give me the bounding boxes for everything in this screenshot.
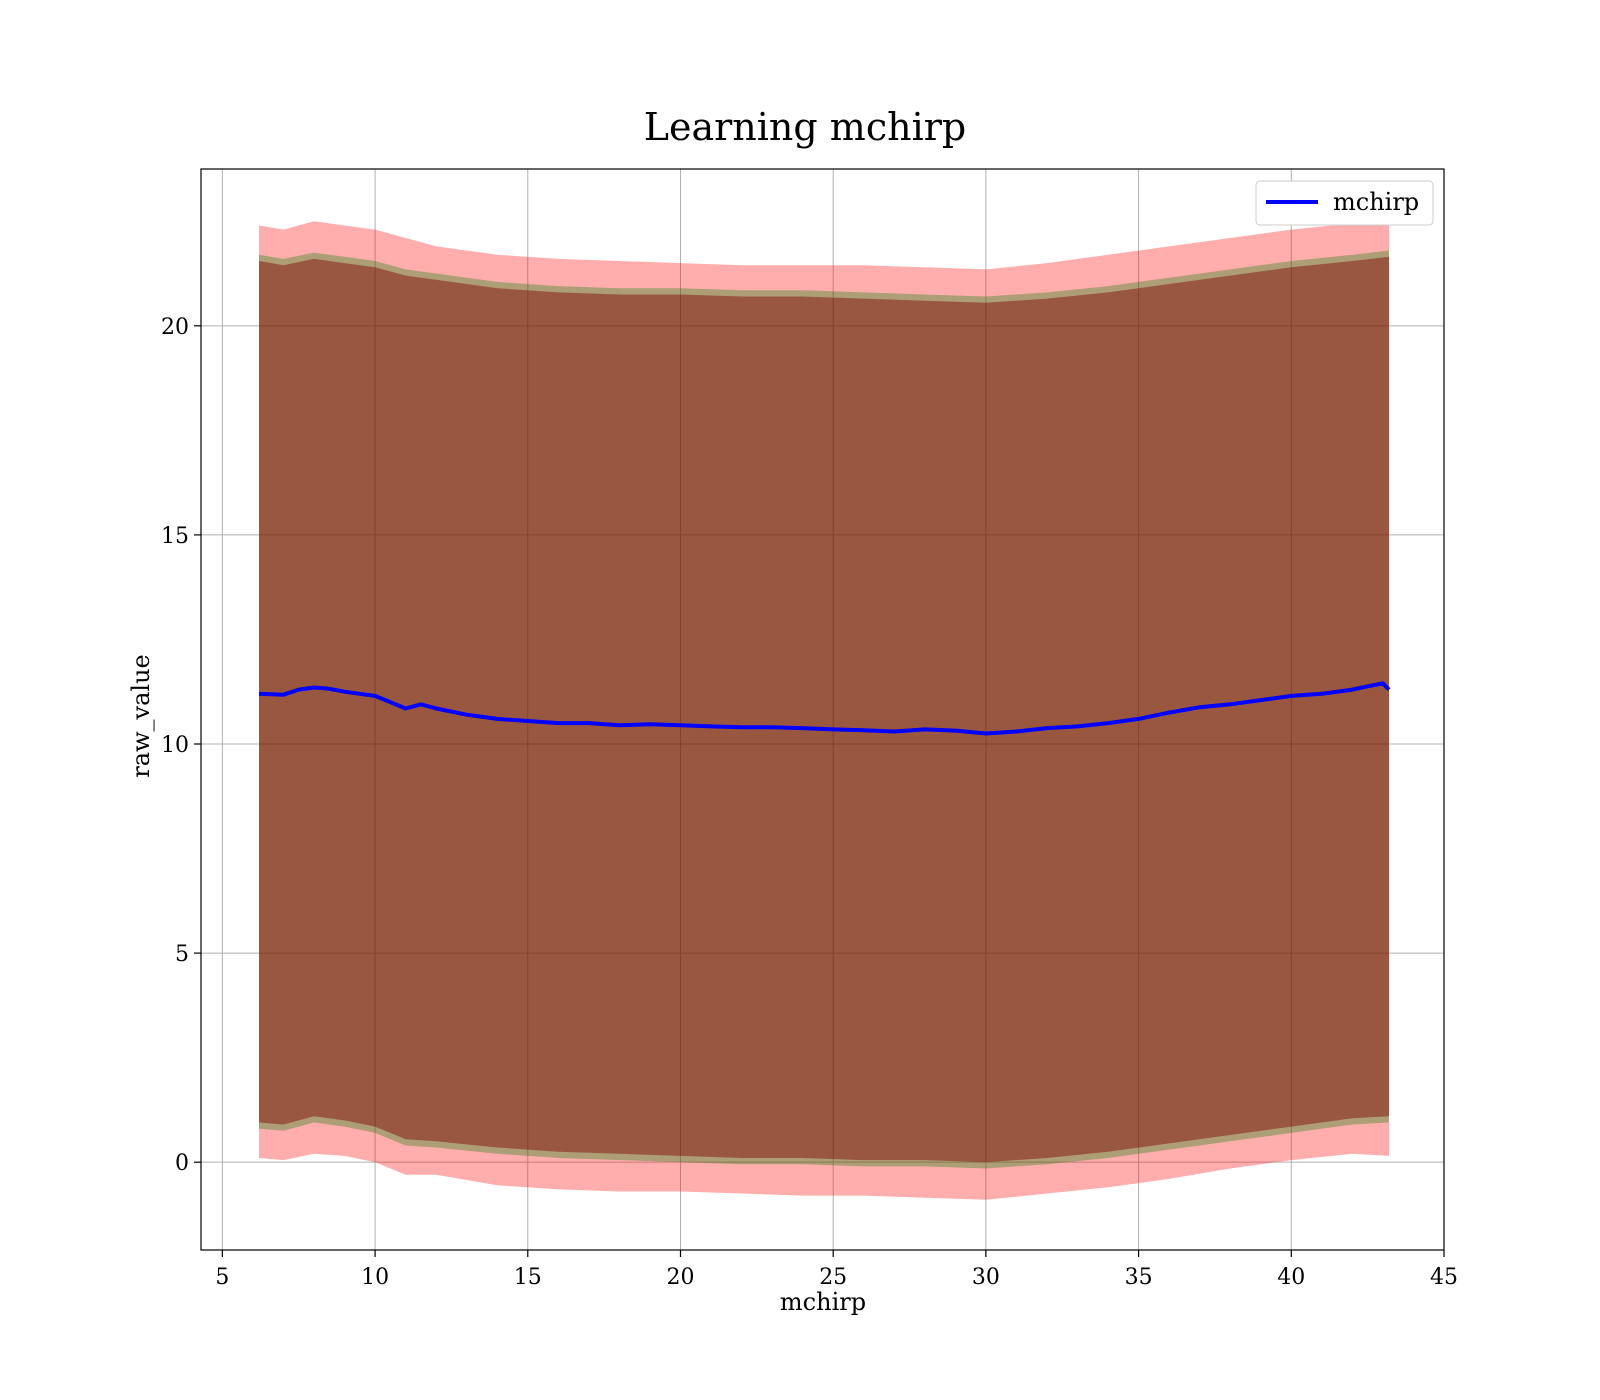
series-line-mchirp <box>258 681 1391 736</box>
legend: mchirp <box>1255 180 1434 226</box>
legend-box <box>1255 180 1434 226</box>
x-tick-label: 35 <box>1125 1265 1153 1290</box>
outer-band <box>259 221 1389 1200</box>
y-axis-title: raw_value <box>127 654 155 778</box>
y-tick-label: 15 <box>161 524 189 549</box>
x-tick-label: 25 <box>819 1265 847 1290</box>
middle-band <box>259 250 1389 1169</box>
y-tick-label: 0 <box>175 1151 189 1176</box>
x-tick-label: 20 <box>666 1265 694 1290</box>
inner-band <box>259 256 1389 1163</box>
x-tick-label: 5 <box>215 1265 229 1290</box>
plot-frame <box>200 168 1445 1251</box>
x-axis-title: mchirp <box>780 1288 866 1316</box>
y-tick-label: 5 <box>175 942 189 967</box>
uncertainty-bands <box>259 221 1389 1200</box>
x-tick-label: 45 <box>1430 1265 1458 1290</box>
x-tick-label: 30 <box>972 1265 1000 1290</box>
chart-title: Learning mchirp <box>644 105 966 149</box>
y-tick-label: 10 <box>161 733 189 758</box>
axis-ticks: 5 10 15 20 25 30 35 40 45 0 5 10 15 20 <box>161 315 1458 1290</box>
x-tick-label: 40 <box>1277 1265 1305 1290</box>
y-tick-label: 20 <box>161 315 189 340</box>
series-lines <box>258 681 1391 736</box>
legend-label: mchirp <box>1333 188 1419 216</box>
x-tick-label: 15 <box>514 1265 542 1290</box>
x-tick-label: 10 <box>361 1265 389 1290</box>
